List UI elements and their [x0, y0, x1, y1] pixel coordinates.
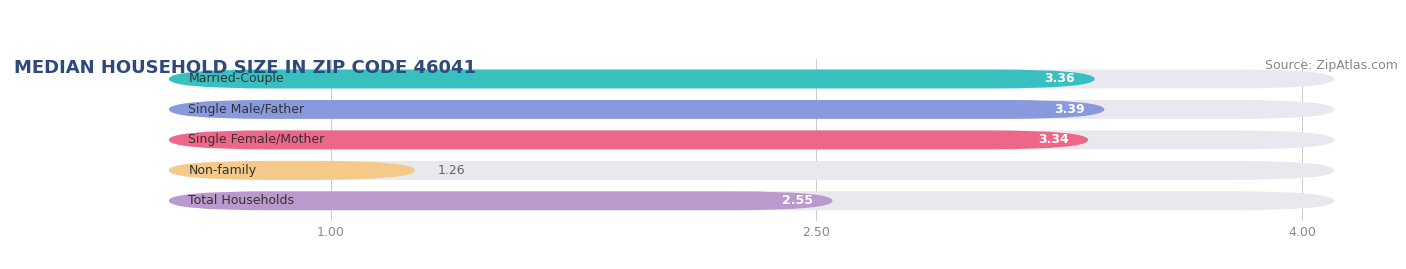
Text: Source: ZipAtlas.com: Source: ZipAtlas.com [1265, 59, 1398, 72]
Text: 2.55: 2.55 [782, 194, 813, 207]
Text: MEDIAN HOUSEHOLD SIZE IN ZIP CODE 46041: MEDIAN HOUSEHOLD SIZE IN ZIP CODE 46041 [14, 59, 477, 77]
FancyBboxPatch shape [169, 161, 415, 180]
FancyBboxPatch shape [169, 69, 1095, 89]
FancyBboxPatch shape [169, 130, 1088, 149]
FancyBboxPatch shape [169, 191, 1334, 210]
FancyBboxPatch shape [169, 130, 1334, 149]
FancyBboxPatch shape [169, 191, 832, 210]
Text: Married-Couple: Married-Couple [188, 72, 284, 86]
FancyBboxPatch shape [169, 69, 1334, 89]
Text: Non-family: Non-family [188, 164, 256, 177]
Text: 3.34: 3.34 [1038, 133, 1069, 146]
Text: 3.39: 3.39 [1054, 103, 1085, 116]
Text: Single Female/Mother: Single Female/Mother [188, 133, 325, 146]
Text: 1.26: 1.26 [437, 164, 465, 177]
FancyBboxPatch shape [169, 100, 1104, 119]
Text: Total Households: Total Households [188, 194, 294, 207]
FancyBboxPatch shape [169, 100, 1334, 119]
Text: Single Male/Father: Single Male/Father [188, 103, 304, 116]
FancyBboxPatch shape [169, 161, 1334, 180]
Text: 3.36: 3.36 [1045, 72, 1076, 86]
